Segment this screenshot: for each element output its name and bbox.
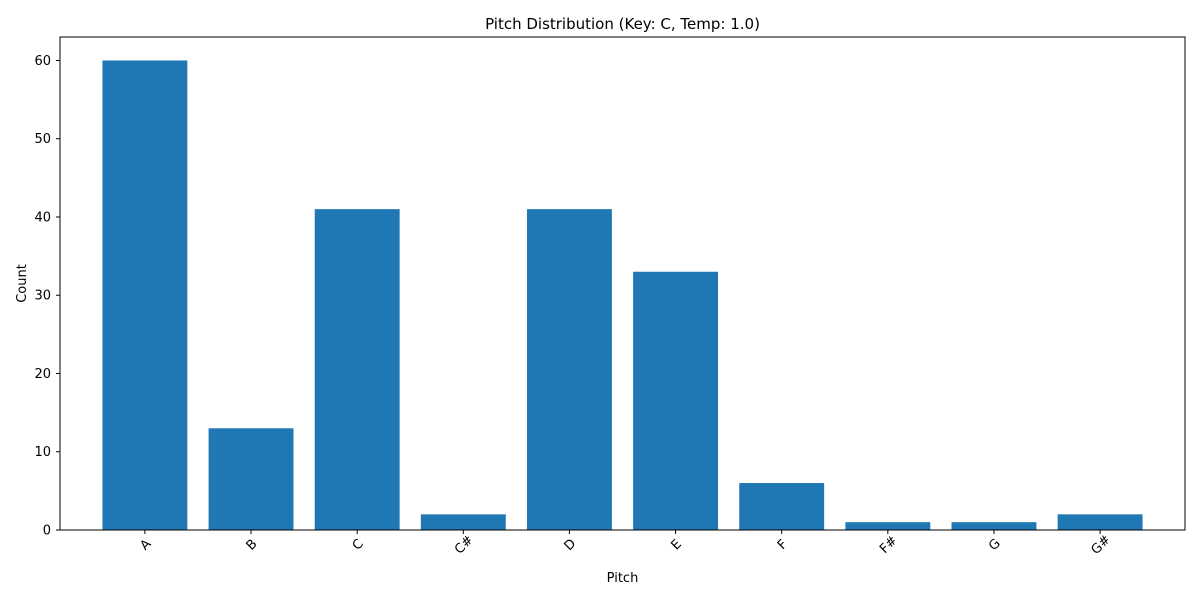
x-tick-label-C#: C# <box>452 533 477 558</box>
bar-C# <box>420 514 506 530</box>
bar-E <box>633 271 719 530</box>
x-tick-label-G#: G# <box>1088 532 1113 557</box>
y-tick-label: 30 <box>34 289 51 304</box>
plot-frame <box>59 36 1186 531</box>
x-axis-title: Pitch <box>607 571 639 586</box>
x-tick-label-G: G <box>986 536 1004 554</box>
x-tick-label-D: D <box>562 536 580 554</box>
x-tick-label-C: C <box>350 537 367 554</box>
bar-B <box>208 428 294 530</box>
bars-layer <box>102 60 1143 530</box>
x-tick-label-B: B <box>244 537 261 554</box>
bar-D <box>526 209 612 530</box>
x-axis: A B C C# D E F F# G G# <box>138 530 1114 558</box>
y-tick-label: 60 <box>34 54 51 69</box>
bar-G# <box>1057 514 1143 530</box>
chart-title: Pitch Distribution (Key: C, Temp: 1.0) <box>485 15 760 33</box>
bar-G <box>951 522 1037 530</box>
y-tick-label: 10 <box>34 445 51 460</box>
bar-C <box>314 209 400 530</box>
x-tick-label-F#: F# <box>877 533 901 557</box>
x-tick-label-A: A <box>138 537 155 554</box>
x-tick-label-E: E <box>668 537 684 553</box>
bar-A <box>102 60 188 530</box>
y-tick-label: 20 <box>34 367 51 382</box>
x-tick-label-F: F <box>775 537 791 553</box>
bar-F <box>739 483 825 530</box>
y-tick-label: 40 <box>34 210 51 225</box>
y-axis-title: Count <box>15 264 30 303</box>
y-axis: 0 10 20 30 40 50 60 <box>34 54 60 539</box>
bar-F# <box>845 522 931 530</box>
y-tick-label: 50 <box>34 132 51 147</box>
y-tick-label: 0 <box>43 524 51 539</box>
